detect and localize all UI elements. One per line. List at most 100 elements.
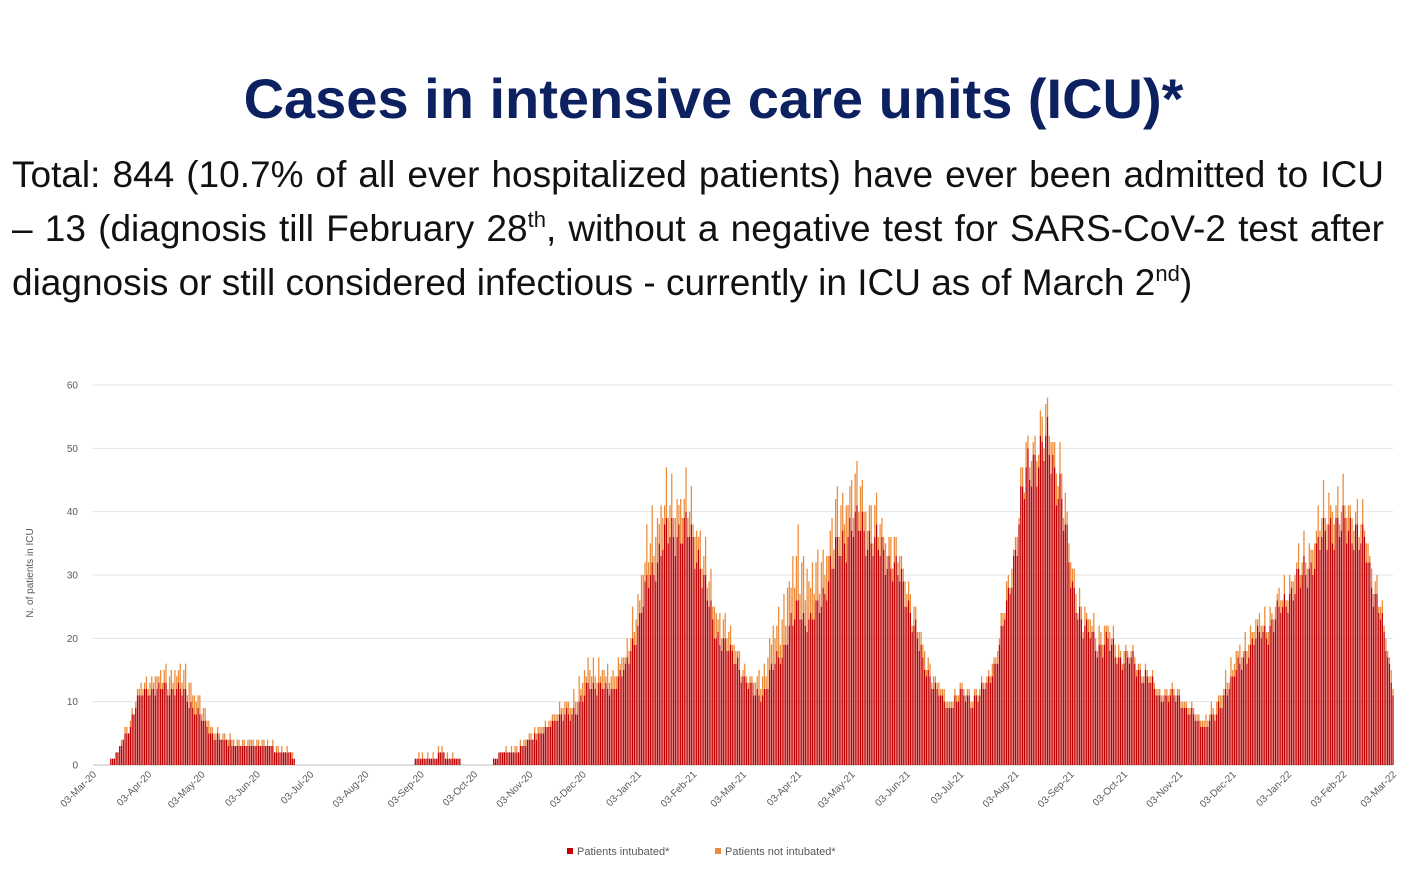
bar-intubated (1134, 663, 1136, 765)
bar-not-intubated (783, 594, 785, 645)
bar-intubated (1084, 625, 1086, 765)
bar-not-intubated (1232, 670, 1234, 677)
bar-not-intubated (993, 657, 995, 664)
bar-intubated (729, 644, 732, 765)
bar-intubated (190, 701, 192, 765)
bar-intubated (1312, 575, 1314, 765)
bar-not-intubated (135, 701, 137, 708)
bar-intubated (856, 505, 858, 765)
bar-intubated (181, 695, 183, 765)
bar-intubated (635, 644, 637, 765)
bar-intubated (913, 625, 915, 765)
bar-intubated (444, 758, 447, 765)
bar-not-intubated (991, 663, 993, 677)
bar-intubated (829, 556, 831, 765)
bar-not-intubated (1041, 416, 1043, 442)
bar-not-intubated (514, 746, 516, 753)
bar-not-intubated (1105, 625, 1107, 632)
bar-intubated (719, 644, 721, 765)
bar-intubated (1232, 676, 1234, 765)
bar-intubated (259, 746, 262, 765)
bar-not-intubated (560, 708, 562, 715)
bar-intubated (1077, 619, 1079, 765)
bar-not-intubated (192, 695, 194, 708)
bar-intubated (720, 651, 723, 765)
bar-intubated (457, 758, 459, 765)
bar-intubated (1087, 632, 1090, 765)
bar-intubated (647, 587, 650, 765)
x-tick-label: 03-Feb-22 (1309, 769, 1350, 810)
bar-intubated (1093, 632, 1095, 765)
bar-intubated (808, 619, 810, 765)
bar-not-intubated (528, 733, 530, 740)
x-tick-label: 03-Mar-20 (59, 769, 100, 810)
bar-not-intubated (847, 505, 849, 537)
bar-intubated (767, 689, 769, 765)
bar-intubated (1340, 530, 1342, 765)
x-tick-label: 03-Oct-21 (1091, 769, 1131, 809)
bar-intubated (1207, 727, 1209, 765)
y-tick-label: 0 (72, 761, 78, 772)
bar-not-intubated (631, 606, 634, 639)
bar-not-intubated (651, 505, 653, 563)
bar-not-intubated (1176, 689, 1179, 696)
bar-not-intubated (998, 638, 1001, 645)
bar-not-intubated (247, 739, 249, 746)
bar-not-intubated (988, 670, 990, 677)
bar-intubated (115, 752, 117, 765)
bar-not-intubated (956, 695, 958, 702)
bar-intubated (603, 689, 605, 765)
bar-not-intubated (585, 676, 587, 683)
bar-not-intubated (895, 537, 897, 556)
bar-not-intubated (1349, 505, 1351, 518)
bar-intubated (936, 689, 938, 765)
bar-intubated (1269, 625, 1271, 765)
x-tick-label: 03-Dec-20 (548, 769, 589, 810)
bar-intubated (156, 689, 158, 765)
bar-intubated (284, 752, 286, 765)
bar-intubated (1121, 670, 1123, 765)
bar-intubated (1378, 613, 1380, 765)
bar-intubated (427, 758, 429, 765)
y-tick-label: 60 (67, 381, 79, 392)
bar-intubated (1203, 727, 1205, 765)
bar-not-intubated (277, 746, 279, 753)
bar-not-intubated (149, 682, 151, 696)
bar-intubated (824, 594, 826, 765)
bar-not-intubated (797, 524, 799, 601)
bar-intubated (842, 530, 844, 765)
bar-not-intubated (562, 708, 564, 721)
bar-intubated (598, 682, 600, 765)
bar-not-intubated (769, 638, 771, 670)
bar-intubated (555, 720, 557, 765)
bar-not-intubated (1264, 606, 1266, 626)
bar-not-intubated (1143, 676, 1145, 683)
bar-not-intubated (712, 606, 714, 620)
bar-not-intubated (724, 613, 726, 639)
bar-intubated (1392, 695, 1394, 765)
bar-not-intubated (924, 651, 926, 670)
bar-not-intubated (1390, 670, 1392, 683)
bar-not-intubated (874, 505, 876, 537)
bar-not-intubated (510, 746, 513, 753)
bar-intubated (794, 619, 796, 765)
bar-intubated (1369, 562, 1371, 765)
bar-not-intubated (525, 739, 527, 746)
bar-not-intubated (1148, 676, 1150, 683)
bar-intubated (1173, 695, 1175, 765)
bar-intubated (1057, 499, 1059, 765)
bar-intubated (1387, 657, 1389, 765)
bar-intubated (683, 518, 685, 765)
bar-not-intubated (1328, 492, 1330, 525)
bar-not-intubated (1387, 651, 1389, 658)
bar-intubated (708, 606, 710, 765)
bar-intubated (1046, 416, 1049, 765)
bar-intubated (717, 632, 719, 765)
bar-not-intubated (925, 670, 928, 677)
bar-intubated (765, 689, 767, 765)
bar-intubated (571, 714, 573, 765)
bar-not-intubated (662, 518, 664, 550)
bar-intubated (1210, 714, 1212, 765)
bar-intubated (131, 714, 133, 765)
bar-not-intubated (158, 676, 160, 683)
